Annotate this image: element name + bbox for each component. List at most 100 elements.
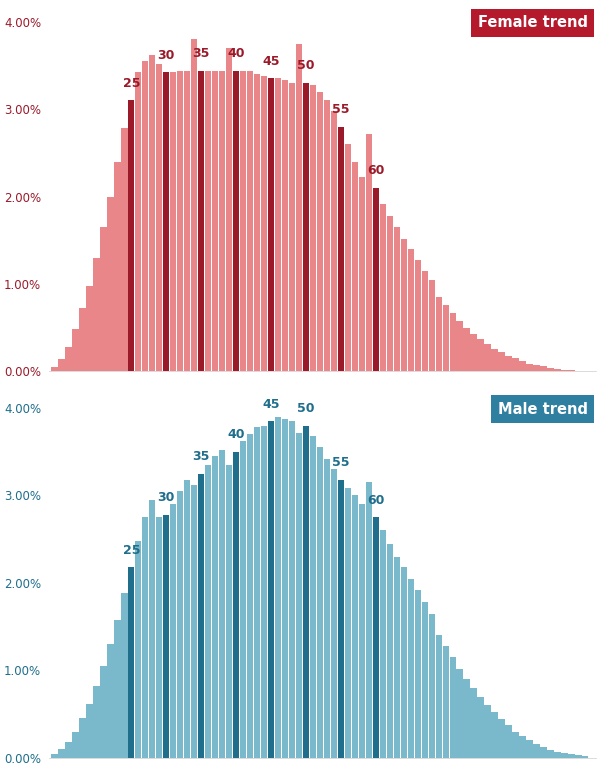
- Bar: [428, 614, 435, 758]
- Bar: [394, 227, 400, 371]
- Bar: [512, 358, 518, 371]
- Bar: [79, 309, 86, 371]
- Bar: [331, 111, 337, 371]
- Bar: [359, 177, 365, 371]
- Bar: [121, 594, 128, 758]
- Bar: [520, 736, 526, 758]
- Bar: [324, 459, 330, 758]
- Bar: [491, 349, 497, 371]
- Bar: [380, 531, 386, 758]
- Bar: [520, 361, 526, 371]
- Bar: [254, 74, 260, 371]
- Bar: [324, 100, 330, 371]
- Bar: [317, 92, 323, 371]
- Text: 60: 60: [367, 494, 385, 507]
- Bar: [128, 567, 134, 758]
- Bar: [296, 44, 302, 371]
- Bar: [289, 421, 295, 758]
- Bar: [261, 426, 267, 758]
- Bar: [499, 352, 505, 371]
- Bar: [478, 339, 484, 371]
- Text: Female trend: Female trend: [478, 15, 587, 30]
- Bar: [415, 590, 421, 758]
- Bar: [457, 668, 463, 758]
- Bar: [240, 441, 246, 758]
- Bar: [233, 71, 239, 371]
- Bar: [526, 740, 533, 758]
- Bar: [582, 756, 589, 758]
- Bar: [457, 321, 463, 371]
- Bar: [247, 71, 253, 371]
- Bar: [65, 347, 71, 371]
- Bar: [219, 450, 225, 758]
- Text: 30: 30: [158, 49, 175, 62]
- Bar: [568, 755, 575, 758]
- Bar: [401, 239, 407, 371]
- Bar: [484, 705, 491, 758]
- Bar: [142, 61, 148, 371]
- Text: 25: 25: [122, 544, 140, 557]
- Bar: [303, 83, 309, 371]
- Bar: [561, 370, 568, 371]
- Bar: [359, 504, 365, 758]
- Bar: [93, 258, 100, 371]
- Bar: [436, 635, 442, 758]
- Bar: [505, 725, 512, 758]
- Bar: [499, 719, 505, 758]
- Bar: [470, 334, 477, 371]
- Bar: [73, 732, 79, 758]
- Text: Male trend: Male trend: [497, 402, 587, 417]
- Bar: [261, 76, 267, 371]
- Text: 45: 45: [262, 397, 280, 410]
- Bar: [198, 71, 205, 371]
- Bar: [177, 491, 184, 758]
- Bar: [212, 71, 218, 371]
- Bar: [142, 517, 148, 758]
- Text: 30: 30: [158, 491, 175, 504]
- Bar: [365, 133, 372, 371]
- Bar: [86, 704, 92, 758]
- Bar: [449, 658, 456, 758]
- Bar: [554, 752, 560, 758]
- Bar: [373, 188, 379, 371]
- Bar: [491, 712, 497, 758]
- Bar: [121, 129, 128, 371]
- Bar: [205, 465, 211, 758]
- Bar: [365, 482, 372, 758]
- Bar: [226, 48, 232, 371]
- Bar: [149, 500, 155, 758]
- Bar: [436, 297, 442, 371]
- Bar: [156, 64, 163, 371]
- Bar: [233, 452, 239, 758]
- Bar: [463, 679, 470, 758]
- Bar: [247, 434, 253, 758]
- Bar: [219, 71, 225, 371]
- Bar: [526, 363, 533, 371]
- Bar: [191, 39, 197, 371]
- Bar: [484, 344, 491, 371]
- Bar: [73, 330, 79, 371]
- Bar: [533, 744, 539, 758]
- Text: 60: 60: [367, 164, 385, 177]
- Bar: [58, 749, 65, 758]
- Text: 40: 40: [227, 428, 245, 441]
- Bar: [407, 578, 414, 758]
- Bar: [352, 495, 358, 758]
- Bar: [533, 365, 539, 371]
- Bar: [547, 368, 554, 371]
- Text: 55: 55: [332, 103, 350, 116]
- Bar: [100, 666, 107, 758]
- Bar: [373, 517, 379, 758]
- Bar: [352, 162, 358, 371]
- Bar: [275, 79, 281, 371]
- Bar: [428, 280, 435, 371]
- Bar: [505, 356, 512, 371]
- Bar: [275, 417, 281, 758]
- Text: 50: 50: [297, 59, 315, 72]
- Bar: [317, 447, 323, 758]
- Bar: [575, 755, 581, 758]
- Bar: [268, 79, 274, 371]
- Bar: [443, 646, 449, 758]
- Bar: [268, 421, 274, 758]
- Bar: [282, 80, 288, 371]
